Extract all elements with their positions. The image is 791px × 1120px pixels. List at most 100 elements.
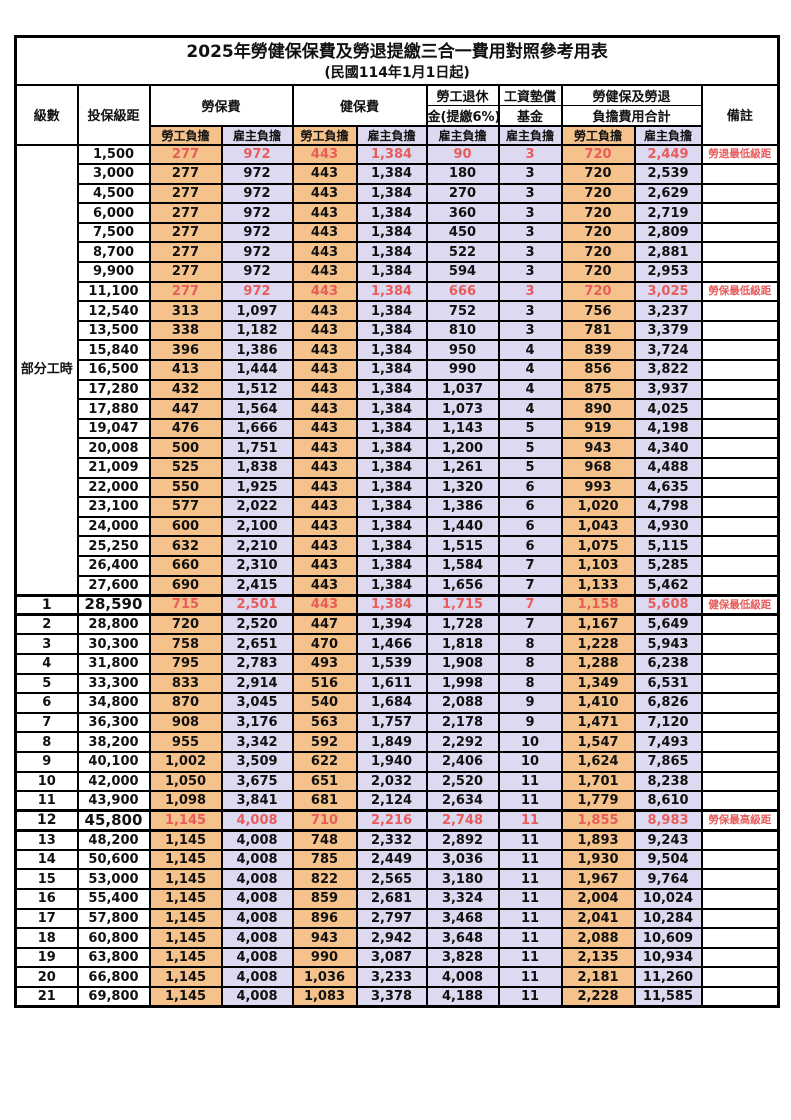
cell-pension_er: 3,828 bbox=[425, 946, 500, 969]
cell-labor_emp: 720 bbox=[148, 613, 223, 636]
cell-health_er: 1,384 bbox=[355, 515, 428, 538]
cell-bracket: 42,000 bbox=[76, 770, 151, 793]
cell-total_er: 6,238 bbox=[633, 652, 703, 675]
cell-health_er: 1,384 bbox=[355, 241, 428, 264]
cell-labor_emp: 1,098 bbox=[148, 790, 223, 812]
level-cell: 7 bbox=[14, 711, 79, 734]
cell-total_er: 2,881 bbox=[633, 241, 703, 264]
cell-total_er: 7,120 bbox=[633, 711, 703, 734]
cell-labor_er: 1,838 bbox=[220, 457, 294, 479]
cell-labor_emp: 525 bbox=[148, 457, 223, 479]
cell-total_emp: 1,167 bbox=[560, 613, 636, 636]
cell-labor_er: 4,008 bbox=[220, 946, 294, 969]
cell-labor_er: 972 bbox=[220, 221, 294, 244]
cell-labor_emp: 476 bbox=[148, 417, 223, 440]
cell-health_er: 2,032 bbox=[355, 770, 428, 793]
cell-bracket: 40,100 bbox=[76, 750, 151, 773]
subheader-pension-employer: 雇主負擔 bbox=[425, 124, 500, 146]
table-row: 4,500 277 972 443 1,384 270 3 720 2,629 bbox=[16, 182, 780, 205]
cell-remark: 勞保最高級距 bbox=[700, 809, 780, 832]
cell-health_er: 1,384 bbox=[355, 554, 428, 577]
cell-total_er: 7,865 bbox=[633, 750, 703, 773]
subheader-fund-employer: 雇主負擔 bbox=[497, 124, 563, 146]
cell-bracket: 69,800 bbox=[76, 986, 151, 1008]
cell-remark: 勞保最低級距 bbox=[700, 280, 780, 303]
cell-remark bbox=[700, 417, 780, 440]
cell-labor_emp: 500 bbox=[148, 437, 223, 459]
cell-labor_emp: 413 bbox=[148, 359, 223, 381]
cell-fund_er: 11 bbox=[497, 770, 563, 793]
level-cell: 8 bbox=[14, 731, 79, 753]
cell-labor_emp: 396 bbox=[148, 339, 223, 362]
cell-bracket: 21,009 bbox=[76, 457, 151, 479]
table-row: 19 63,800 1,145 4,008 990 3,087 3,828 11 2,135 10… bbox=[14, 946, 780, 969]
cell-health_er: 1,384 bbox=[355, 457, 428, 479]
cell-pension_er: 950 bbox=[425, 339, 500, 362]
table-row: 8 38,200 955 3,342 592 1,849 2,292 10 1,547 7,493 bbox=[14, 731, 780, 753]
cell-total_emp: 2,228 bbox=[560, 986, 636, 1008]
cell-total_emp: 1,288 bbox=[560, 652, 636, 675]
cell-fund_er: 11 bbox=[497, 809, 563, 832]
cell-labor_er: 4,008 bbox=[220, 888, 294, 910]
cell-pension_er: 3,468 bbox=[425, 907, 500, 930]
cell-total_er: 2,539 bbox=[633, 163, 703, 185]
cell-remark bbox=[700, 750, 780, 773]
cell-remark bbox=[700, 692, 780, 714]
cell-labor_er: 3,342 bbox=[220, 731, 294, 753]
cell-fund_er: 7 bbox=[497, 613, 563, 636]
cell-bracket: 28,590 bbox=[76, 593, 151, 617]
cell-health_emp: 443 bbox=[291, 202, 358, 224]
cell-labor_emp: 715 bbox=[148, 593, 223, 617]
cell-total_er: 9,764 bbox=[633, 868, 703, 891]
cell-remark bbox=[700, 613, 780, 636]
cell-labor_emp: 1,145 bbox=[148, 907, 223, 930]
cell-labor_emp: 1,002 bbox=[148, 750, 223, 773]
cell-labor_emp: 758 bbox=[148, 633, 223, 655]
cell-health_er: 1,384 bbox=[355, 378, 428, 401]
cell-health_er: 1,539 bbox=[355, 652, 428, 675]
table-row: 21 69,800 1,145 4,008 1,083 3,378 4,188 11 2,228… bbox=[14, 986, 780, 1008]
cell-fund_er: 9 bbox=[497, 711, 563, 734]
table-row: 24,000 600 2,100 443 1,384 1,440 6 1,043 4,930 bbox=[16, 515, 780, 538]
cell-bracket: 34,800 bbox=[76, 692, 151, 714]
cell-bracket: 36,300 bbox=[76, 711, 151, 734]
cell-bracket: 38,200 bbox=[76, 731, 151, 753]
level-cell: 19 bbox=[14, 946, 79, 969]
cell-fund_er: 6 bbox=[497, 515, 563, 538]
cell-total_emp: 1,043 bbox=[560, 515, 636, 538]
cell-labor_er: 972 bbox=[220, 202, 294, 224]
cell-fund_er: 3 bbox=[497, 143, 563, 166]
cell-fund_er: 11 bbox=[497, 907, 563, 930]
cell-health_emp: 493 bbox=[291, 652, 358, 675]
cell-total_er: 3,379 bbox=[633, 319, 703, 342]
page-subtitle: (民國114年1月1日起) bbox=[324, 65, 470, 82]
cell-bracket: 19,047 bbox=[76, 417, 151, 440]
cell-pension_er: 990 bbox=[425, 359, 500, 381]
cell-remark bbox=[700, 986, 780, 1008]
cell-pension_er: 1,715 bbox=[425, 593, 500, 617]
table-row: 15,840 396 1,386 443 1,384 950 4 839 3,724 bbox=[16, 339, 780, 362]
cell-labor_er: 4,008 bbox=[220, 927, 294, 949]
cell-health_er: 1,684 bbox=[355, 692, 428, 714]
cell-total_emp: 2,088 bbox=[560, 927, 636, 949]
cell-health_emp: 622 bbox=[291, 750, 358, 773]
cell-pension_er: 4,188 bbox=[425, 986, 500, 1008]
cell-total_er: 8,238 bbox=[633, 770, 703, 793]
cell-remark bbox=[700, 790, 780, 812]
cell-total_emp: 720 bbox=[560, 163, 636, 185]
subheader-health-employer: 雇主負擔 bbox=[355, 124, 428, 146]
cell-fund_er: 4 bbox=[497, 398, 563, 420]
cell-health_er: 3,378 bbox=[355, 986, 428, 1008]
cell-total_emp: 1,103 bbox=[560, 554, 636, 577]
table-row: 20,008 500 1,751 443 1,384 1,200 5 943 4,340 bbox=[16, 437, 780, 459]
cell-total_emp: 839 bbox=[560, 339, 636, 362]
table-row: 9,900 277 972 443 1,384 594 3 720 2,953 bbox=[16, 261, 780, 283]
cell-health_emp: 1,036 bbox=[291, 966, 358, 989]
cell-total_er: 3,025 bbox=[633, 280, 703, 303]
cell-health_emp: 443 bbox=[291, 417, 358, 440]
cell-pension_er: 1,037 bbox=[425, 378, 500, 401]
cell-total_er: 2,953 bbox=[633, 261, 703, 283]
cell-bracket: 1,500 bbox=[76, 143, 151, 166]
cell-bracket: 24,000 bbox=[76, 515, 151, 538]
subheader-health-employee: 勞工負擔 bbox=[291, 124, 358, 146]
